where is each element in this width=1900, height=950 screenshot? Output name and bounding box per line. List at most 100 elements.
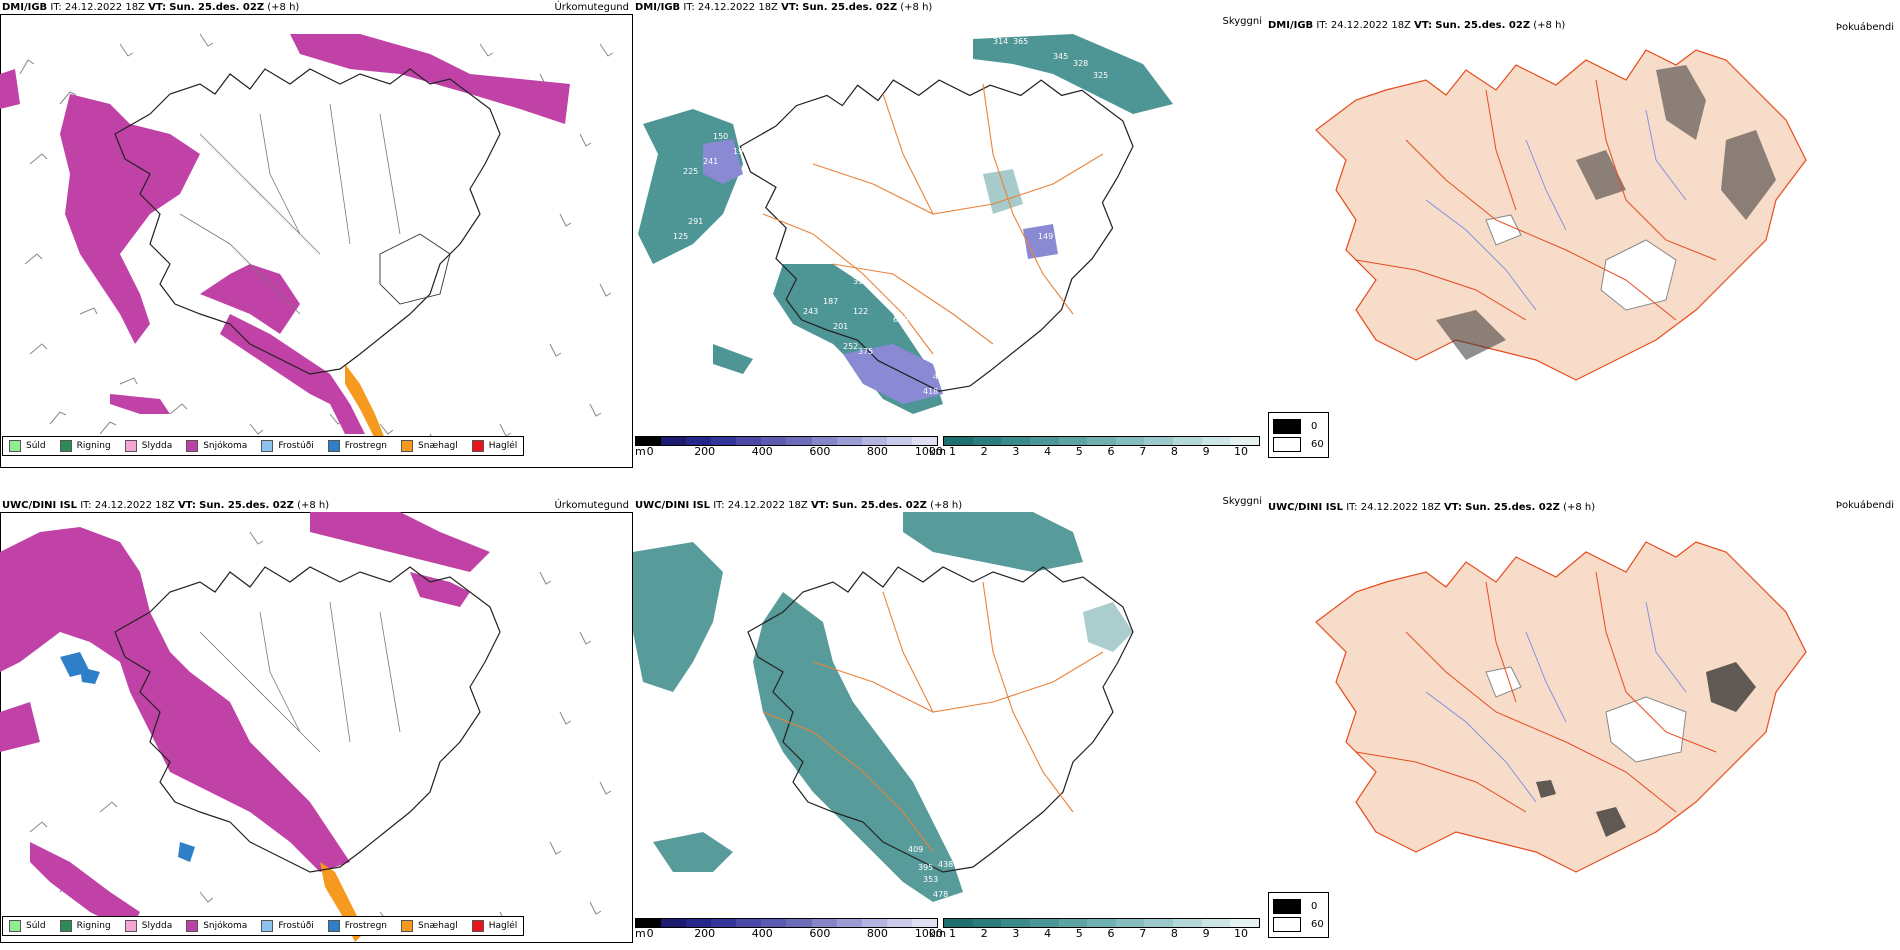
rivers bbox=[1425, 601, 1687, 803]
fog-swatch bbox=[1273, 418, 1301, 434]
height-color-step bbox=[636, 437, 662, 445]
panel-title: Þokuábendi bbox=[1835, 500, 1894, 511]
legend-label: Rigning bbox=[76, 441, 111, 451]
legend-swatch bbox=[124, 440, 137, 452]
it-label: IT: bbox=[50, 2, 62, 13]
legend-swatch bbox=[471, 920, 484, 932]
legend-item: Snjókoma bbox=[186, 440, 247, 452]
visibility-label: 543 bbox=[963, 397, 978, 406]
legend-label: Snæhagl bbox=[418, 441, 458, 451]
visibility-tick: 1 bbox=[949, 927, 956, 940]
legend-label: Frostregn bbox=[344, 441, 388, 451]
visibility-color-step bbox=[944, 919, 973, 927]
visibility-label: 629 bbox=[893, 315, 908, 324]
legend-swatch bbox=[59, 920, 72, 932]
visibility-label: 438 bbox=[938, 860, 953, 869]
lead-time: (+8 h) bbox=[1533, 20, 1566, 31]
visibility-color-step bbox=[972, 437, 1002, 445]
panel-title: Úrkomutegund bbox=[554, 500, 629, 511]
legend-swatch bbox=[9, 440, 21, 452]
visibility-color-step bbox=[1029, 919, 1059, 927]
panel-title: Skyggni bbox=[1222, 16, 1262, 27]
visibility-label: 478 bbox=[933, 890, 948, 899]
height-tick: 400 bbox=[751, 445, 773, 458]
visibility-label: 125 bbox=[673, 232, 688, 241]
visibility-color-step bbox=[944, 437, 973, 445]
visibility-label: 142 bbox=[1063, 327, 1078, 336]
visibility-tick: 10 bbox=[1233, 445, 1248, 458]
height-tick: 400 bbox=[751, 927, 773, 940]
height-colorbar-bar bbox=[635, 918, 938, 928]
visibility-label: 150 bbox=[713, 132, 728, 141]
visibility-panel-top: DMI/IGB IT: 24.12.2022 18Z VT: Sun. 25.d… bbox=[633, 0, 1266, 468]
vt-value: Sun. 25.des. 02Z bbox=[832, 500, 927, 511]
internal-lines bbox=[199, 601, 401, 753]
visibility-label: 201 bbox=[833, 322, 848, 331]
height-tick: 600 bbox=[809, 445, 831, 458]
fog-legend-label: 60 bbox=[1311, 918, 1324, 930]
fog-legend-label: 0 bbox=[1311, 900, 1318, 912]
snow-region bbox=[0, 512, 490, 932]
rivers bbox=[1425, 109, 1687, 311]
vt-value: Sun. 25.des. 02Z bbox=[1435, 20, 1531, 31]
vt-label: VT: bbox=[1414, 20, 1433, 31]
roads bbox=[1355, 79, 1717, 321]
visibility-color-step bbox=[1201, 437, 1231, 445]
precip-panel-top: DMI/IGB IT: 24.12.2022 18Z VT: Sun. 25.d… bbox=[0, 0, 633, 468]
visibility-tick: 2 bbox=[980, 927, 988, 940]
fog-legend: 0 60 bbox=[1268, 412, 1329, 458]
vt-value: Sun. 25.des. 02Z bbox=[802, 2, 898, 13]
visibility-label: 291 bbox=[688, 217, 703, 226]
vt-label: VT: bbox=[177, 500, 196, 511]
precip-panel-bottom: UWC/DINI ISL IT: 24.12.2022 18Z VT: Sun.… bbox=[0, 482, 633, 950]
visibility-tick: 5 bbox=[1075, 927, 1083, 940]
legend-label: Snæhagl bbox=[418, 921, 458, 931]
freezing-rain-region bbox=[60, 652, 195, 862]
panel-title: Skyggni bbox=[1222, 496, 1262, 507]
panel-title: Úrkomutegund bbox=[554, 2, 629, 13]
height-tick: 200 bbox=[694, 445, 716, 458]
visibility-label: 391 bbox=[853, 277, 868, 286]
visibility-color-step bbox=[1230, 919, 1260, 927]
visibility-color-step bbox=[1115, 919, 1145, 927]
visibility-ticks: 1 2 3 4 5 6 7 8 9 10 bbox=[943, 927, 1260, 941]
graupel-strip bbox=[345, 364, 385, 439]
model-name: DMI/IGB bbox=[1268, 20, 1314, 31]
fog-shading bbox=[1536, 662, 1756, 837]
visibility-colorbar: km 1 2 3 4 5 6 7 8 9 10 bbox=[929, 436, 1260, 460]
iceland-land bbox=[1315, 541, 1807, 873]
it-label: IT: bbox=[80, 500, 92, 511]
visibility-tick: 9 bbox=[1202, 927, 1210, 940]
it-value: 24.12.2022 18Z bbox=[1360, 502, 1441, 513]
it-value: 24.12.2022 18Z bbox=[1330, 20, 1411, 31]
visibility-color-step bbox=[1115, 437, 1145, 445]
lead-time: (+8 h) bbox=[1563, 502, 1596, 513]
height-tick: 600 bbox=[809, 927, 831, 940]
fog-legend: 0 60 bbox=[1268, 892, 1329, 938]
panel-header: DMI/IGB IT: 24.12.2022 18Z VT: Sun. 25.d… bbox=[1268, 20, 1565, 31]
visibility-color-step bbox=[1173, 437, 1202, 445]
lead-time: (+8 h) bbox=[930, 500, 963, 511]
visibility-color-step bbox=[1201, 919, 1231, 927]
visibility-color-step bbox=[1001, 919, 1030, 927]
roads bbox=[1355, 571, 1717, 813]
visibility-labels: 314 365 345 328 325 150 197 241 225 291 … bbox=[673, 37, 1108, 406]
visibility-tick: 10 bbox=[1233, 927, 1248, 940]
fog-legend-row: 60 bbox=[1273, 435, 1324, 453]
height-color-step bbox=[661, 437, 687, 445]
height-tick: 800 bbox=[866, 927, 888, 940]
panel-header: DMI/IGB IT: 24.12.2022 18Z VT: Sun. 25.d… bbox=[2, 2, 299, 13]
legend-label: Súld bbox=[26, 441, 46, 451]
height-unit: m bbox=[635, 445, 646, 458]
iceland-outline bbox=[114, 68, 501, 375]
legend-item: Haglél bbox=[471, 920, 517, 932]
vt-label: VT: bbox=[781, 2, 800, 13]
height-color-step bbox=[711, 437, 737, 445]
height-colorbar: m 0 200 400 600 800 1000 bbox=[635, 918, 943, 942]
legend-swatch bbox=[261, 920, 274, 932]
visibility-label: 409 bbox=[908, 845, 923, 854]
visibility-tick: 9 bbox=[1202, 445, 1210, 458]
legend-item: Frostregn bbox=[327, 920, 387, 932]
iceland-outline bbox=[739, 79, 1134, 392]
internal-lines bbox=[179, 103, 401, 315]
